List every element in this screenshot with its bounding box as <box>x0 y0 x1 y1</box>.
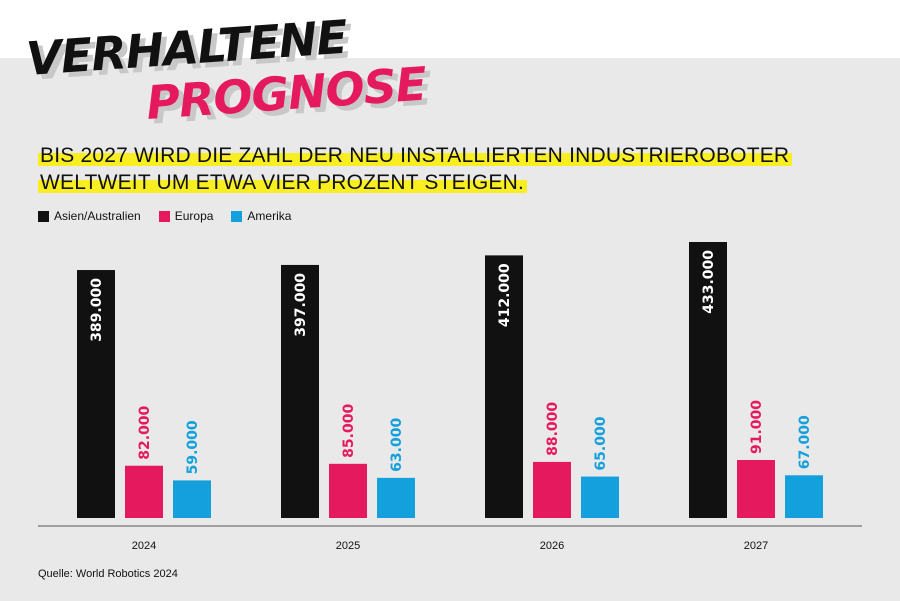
bar-amerika-2026 <box>581 476 619 518</box>
bar-label-europa-2026: 88.000 <box>545 402 561 456</box>
bar-europa-2027 <box>737 459 775 518</box>
bar-amerika-2024 <box>173 480 211 518</box>
legend-item-europa: Europa <box>158 209 214 223</box>
bar-europa-2026 <box>533 461 571 518</box>
bar-asien-2025 <box>281 264 319 518</box>
bar-asien-2024 <box>77 270 115 518</box>
source-note: Quelle: World Robotics 2024 <box>38 568 178 580</box>
legend-label-europa: Europa <box>174 209 214 223</box>
legend-swatch-asien <box>38 210 49 222</box>
bar-label-asien-2026: 412.000 <box>497 263 513 327</box>
bar-amerika-2027 <box>785 475 823 518</box>
legend-item-amerika: Amerika <box>231 209 291 223</box>
bar-label-amerika-2027: 67.000 <box>797 415 813 469</box>
legend-label-asien: Asien/Australien <box>54 209 141 223</box>
legend-swatch-amerika <box>231 210 243 222</box>
legend-label-amerika: Amerika <box>247 209 292 223</box>
bar-asien-2026 <box>485 255 523 518</box>
top-white-band <box>0 0 900 58</box>
bar-label-asien-2025: 397.000 <box>293 273 309 337</box>
bar-europa-2025 <box>329 463 367 518</box>
bar-label-asien-2027: 433.000 <box>701 250 717 314</box>
subtitle-line-1: BIS 2027 WIRD DIE ZAHL DER NEU INSTALLIE… <box>38 144 793 167</box>
bar-label-amerika-2024: 59.000 <box>185 420 201 474</box>
bar-label-europa-2024: 82.000 <box>137 405 153 459</box>
x-tick-label-2024: 2024 <box>132 540 156 552</box>
bar-asien-2027 <box>689 242 727 518</box>
legend: Asien/Australien Europa Amerika <box>38 209 291 223</box>
legend-swatch-europa <box>158 210 170 222</box>
x-tick-label-2027: 2027 <box>744 540 768 552</box>
bar-label-amerika-2025: 63.000 <box>389 418 405 472</box>
bar-label-europa-2027: 91.000 <box>749 400 765 454</box>
bar-label-amerika-2026: 65.000 <box>593 416 609 470</box>
bar-amerika-2025 <box>377 477 415 518</box>
subtitle-line-2: WELTWEIT UM ETWA VIER PROZENT STEIGEN. <box>38 171 528 194</box>
bar-europa-2024 <box>125 465 163 518</box>
subtitle: BIS 2027 WIRD DIE ZAHL DER NEU INSTALLIE… <box>38 142 798 196</box>
x-tick-label-2025: 2025 <box>336 540 360 552</box>
legend-item-asien: Asien/Australien <box>38 209 141 223</box>
bar-label-asien-2024: 389.000 <box>89 278 105 342</box>
bar-label-europa-2025: 85.000 <box>341 404 357 458</box>
x-tick-label-2026: 2026 <box>540 540 564 552</box>
